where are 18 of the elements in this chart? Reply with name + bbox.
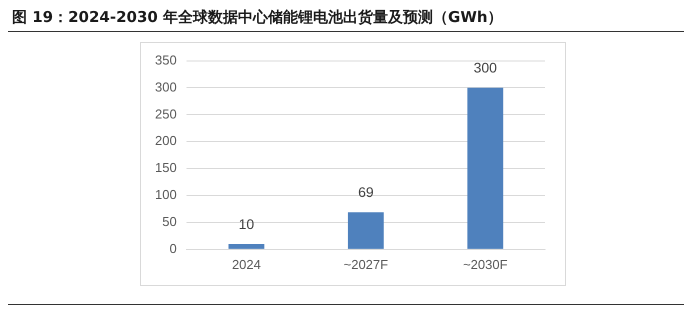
y-tick-label: 0 xyxy=(169,240,177,256)
y-tick-label: 250 xyxy=(154,106,177,122)
y-tick-label: 200 xyxy=(154,133,177,148)
y-tick-label: 50 xyxy=(162,214,177,230)
y-tick-label: 150 xyxy=(154,160,177,176)
x-tick-label: ~2027F xyxy=(344,256,388,272)
data-label: 10 xyxy=(238,216,254,232)
y-tick-label: 350 xyxy=(154,52,177,68)
x-tick-label: ~2030F xyxy=(463,256,508,272)
y-tick-label: 100 xyxy=(154,187,177,202)
chart-title: 图 19：2024-2030 年全球数据中心储能锂电池出货量及预测（GWh） xyxy=(8,8,684,32)
bar xyxy=(348,212,384,249)
x-tick-label: 2024 xyxy=(232,256,261,272)
bar xyxy=(228,244,264,249)
bar xyxy=(467,88,504,249)
data-label: 300 xyxy=(474,60,498,76)
data-label: 69 xyxy=(358,184,374,200)
y-tick-label: 300 xyxy=(154,79,177,94)
